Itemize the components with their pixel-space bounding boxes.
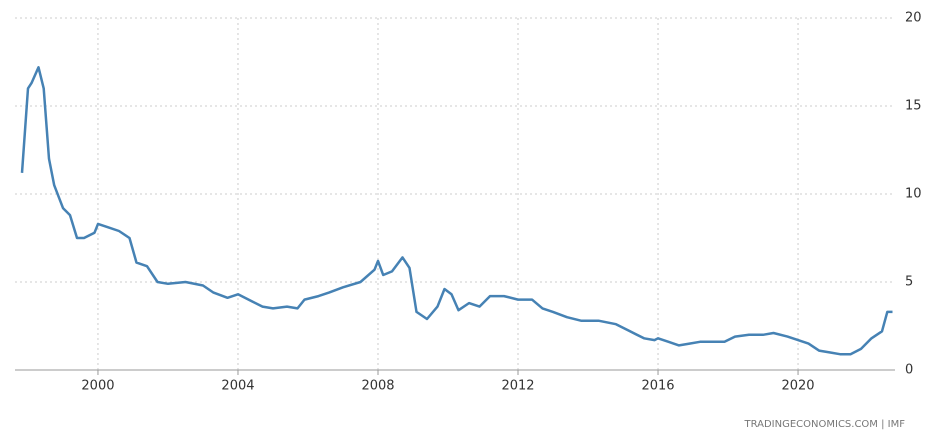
y-tick-label: 20 (905, 11, 922, 26)
x-tick-label: 2008 (361, 379, 394, 394)
y-tick-label: 5 (905, 275, 913, 290)
x-tick-label: 2000 (81, 379, 114, 394)
source-note: TRADINGECONOMICS.COM | IMF (743, 419, 905, 430)
x-tick-label: 2016 (641, 379, 674, 394)
x-tick-label: 2020 (781, 379, 814, 394)
data-line (20, 66, 893, 356)
y-tick-label: 10 (905, 187, 922, 202)
y-tick-label: 15 (905, 99, 922, 114)
x-tick-label: 2012 (501, 379, 534, 394)
y-tick-label: 0 (905, 363, 913, 378)
x-tick-label: 2004 (221, 379, 254, 394)
